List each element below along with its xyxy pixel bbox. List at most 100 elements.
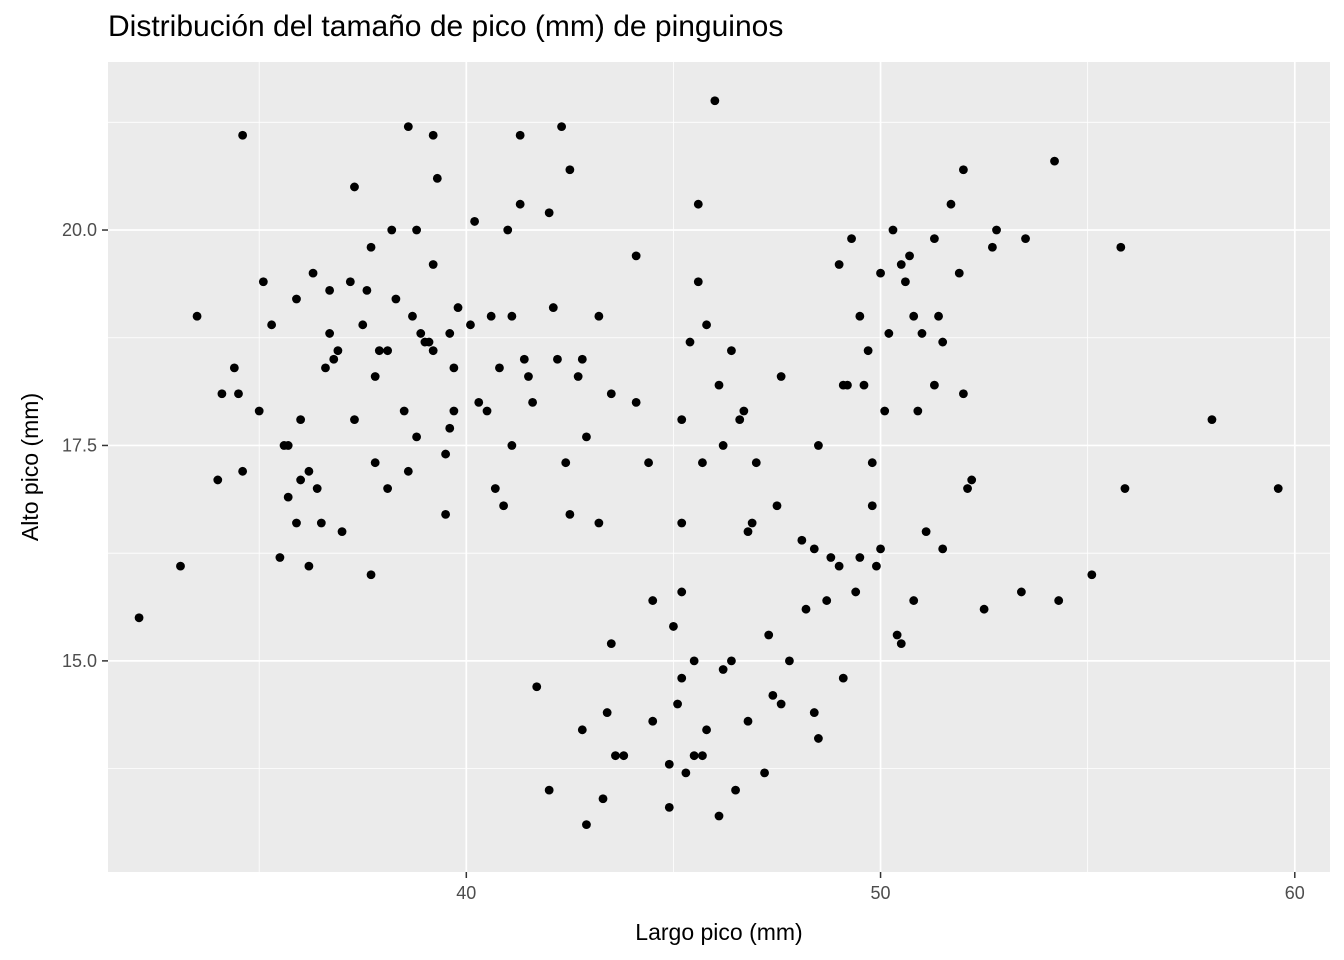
data-point — [801, 604, 811, 614]
data-point — [304, 466, 314, 476]
data-point — [677, 673, 687, 683]
data-point — [930, 234, 939, 244]
data-point — [470, 217, 479, 226]
data-point — [760, 768, 769, 778]
data-point — [565, 509, 575, 519]
data-point — [387, 225, 397, 235]
data-point — [631, 397, 641, 407]
data-point — [428, 130, 438, 140]
data-point — [838, 673, 848, 683]
data-point — [772, 501, 782, 511]
data-point — [677, 518, 687, 528]
data-point — [905, 251, 914, 261]
data-point — [337, 527, 347, 537]
data-point — [304, 561, 314, 571]
data-point — [594, 518, 604, 528]
data-point — [884, 329, 894, 338]
data-point — [859, 380, 869, 390]
data-point — [345, 277, 355, 287]
data-point — [876, 544, 885, 554]
data-point — [872, 561, 881, 571]
data-point — [292, 294, 301, 304]
data-point — [374, 346, 384, 356]
data-point — [577, 725, 587, 735]
data-point — [292, 518, 301, 528]
y-tick-label: 20.0 — [62, 220, 97, 240]
data-point — [987, 242, 997, 252]
data-point — [312, 484, 322, 493]
data-point — [134, 613, 144, 623]
data-point — [1207, 415, 1217, 425]
data-point — [619, 751, 629, 761]
data-point — [445, 329, 455, 338]
data-point — [938, 337, 948, 347]
data-point — [602, 708, 612, 717]
data-point — [557, 122, 566, 132]
data-point — [689, 656, 699, 666]
data-point — [403, 466, 413, 476]
data-point — [1021, 234, 1030, 244]
data-point — [714, 380, 724, 390]
data-point — [743, 527, 753, 537]
data-point — [176, 561, 185, 571]
data-point — [329, 354, 339, 364]
data-point — [412, 432, 422, 442]
data-point — [834, 561, 844, 571]
data-point — [677, 587, 687, 597]
data-point — [234, 389, 243, 399]
data-point — [669, 622, 678, 631]
data-point — [913, 406, 923, 416]
data-point — [934, 311, 943, 321]
grid-major — [108, 62, 1330, 872]
data-point — [582, 432, 591, 442]
data-point — [851, 587, 861, 597]
data-point — [503, 225, 513, 235]
data-point — [855, 311, 865, 321]
x-tick-label: 50 — [871, 883, 891, 903]
data-point — [192, 311, 202, 321]
data-point — [449, 363, 459, 373]
data-point — [474, 397, 484, 407]
data-point — [863, 346, 873, 356]
data-point — [673, 699, 682, 709]
grid-minor — [108, 62, 1330, 872]
data-point — [350, 182, 359, 192]
data-points — [134, 96, 1283, 830]
data-point — [499, 501, 508, 511]
data-point — [296, 415, 306, 425]
data-point — [689, 751, 699, 761]
data-point — [573, 372, 583, 381]
data-point — [785, 656, 794, 666]
x-tick-label: 40 — [456, 883, 476, 903]
data-point — [681, 768, 691, 778]
data-point — [283, 492, 293, 502]
data-point — [445, 423, 455, 433]
data-point — [515, 130, 525, 140]
data-point — [217, 389, 227, 399]
data-point — [822, 596, 832, 605]
data-point — [383, 346, 393, 356]
data-point — [648, 716, 658, 726]
data-point — [743, 716, 753, 726]
data-point — [238, 130, 248, 140]
data-point — [408, 311, 417, 321]
data-point — [350, 415, 359, 425]
data-point — [283, 441, 293, 450]
data-point — [959, 389, 968, 399]
data-point — [876, 268, 885, 278]
data-point — [834, 260, 844, 269]
data-point — [548, 303, 558, 312]
data-point — [664, 759, 674, 769]
data-point — [229, 363, 239, 373]
data-point — [735, 415, 745, 425]
data-point — [698, 458, 707, 468]
data-point — [631, 251, 641, 261]
data-point — [747, 518, 757, 528]
data-point — [577, 354, 587, 364]
data-point — [1054, 596, 1064, 605]
data-point — [963, 484, 972, 493]
data-point — [258, 277, 268, 287]
data-point — [702, 320, 711, 330]
data-point — [917, 329, 927, 338]
data-point — [967, 475, 977, 485]
